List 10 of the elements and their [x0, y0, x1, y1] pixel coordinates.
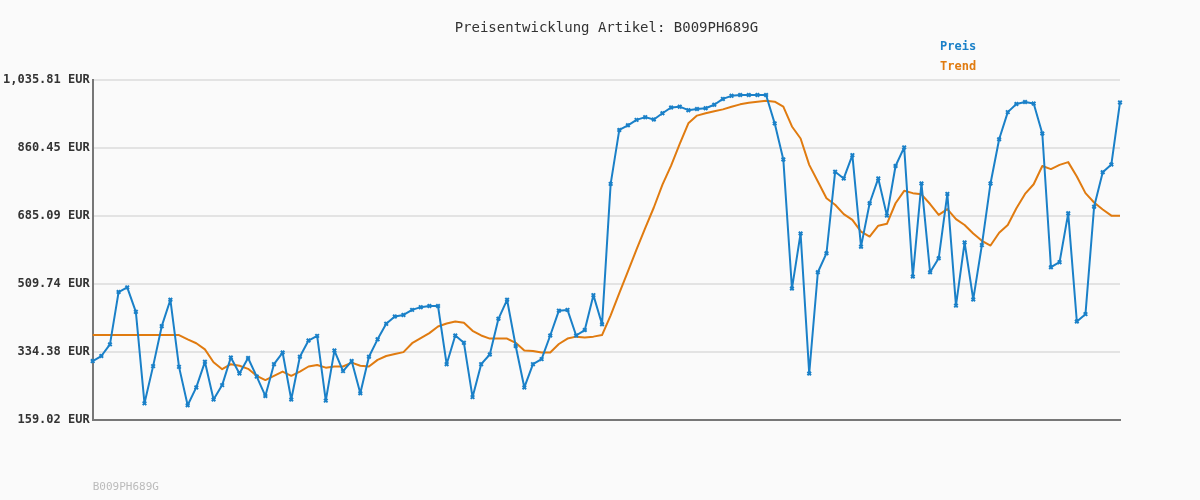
y-tick-label: 860.45 EUR [17, 140, 91, 155]
y-tick-label: 1,035.81 EUR [2, 72, 91, 87]
text: B009PH689G [92, 479, 159, 493]
y-tick-label: 334.38 EUR [17, 344, 91, 359]
y-tick-label: 685.09 EUR [17, 208, 91, 223]
text: Trend [940, 59, 977, 74]
y-tick-label: 509.74 EUR [17, 276, 91, 291]
chart-title: Preisentwicklung Artikel: B009PH689G [454, 18, 759, 35]
text: Preis [940, 39, 977, 54]
y-tick-label: 159.02 EUR [17, 412, 91, 427]
